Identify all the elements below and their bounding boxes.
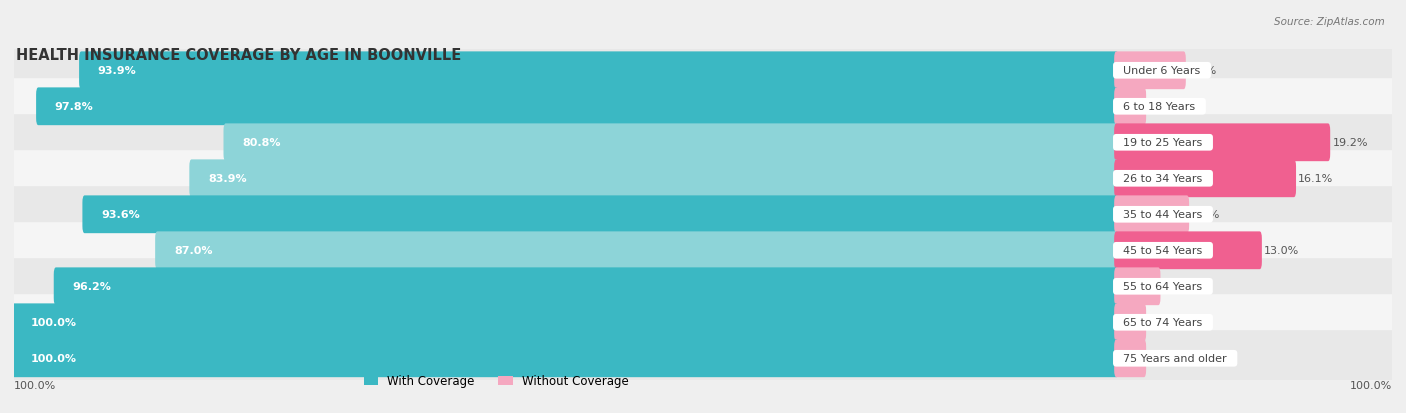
FancyBboxPatch shape (11, 304, 1119, 342)
FancyBboxPatch shape (6, 294, 1400, 351)
FancyBboxPatch shape (6, 151, 1400, 207)
Text: 6.4%: 6.4% (1191, 210, 1219, 220)
Text: 13.0%: 13.0% (1264, 246, 1299, 256)
Text: 35 to 44 Years: 35 to 44 Years (1116, 210, 1209, 220)
FancyBboxPatch shape (83, 196, 1119, 234)
Text: 26 to 34 Years: 26 to 34 Years (1116, 174, 1209, 184)
Text: 6 to 18 Years: 6 to 18 Years (1116, 102, 1202, 112)
Text: 55 to 64 Years: 55 to 64 Years (1116, 282, 1209, 292)
FancyBboxPatch shape (6, 330, 1400, 387)
FancyBboxPatch shape (224, 124, 1119, 162)
Text: 19 to 25 Years: 19 to 25 Years (1116, 138, 1209, 148)
FancyBboxPatch shape (1114, 304, 1146, 342)
Text: 65 to 74 Years: 65 to 74 Years (1116, 318, 1209, 328)
FancyBboxPatch shape (11, 339, 1119, 377)
FancyBboxPatch shape (1114, 88, 1146, 126)
FancyBboxPatch shape (1114, 339, 1146, 377)
FancyBboxPatch shape (37, 88, 1119, 126)
FancyBboxPatch shape (1114, 232, 1261, 270)
Text: 45 to 54 Years: 45 to 54 Years (1116, 246, 1209, 256)
Text: 0.0%: 0.0% (1149, 318, 1177, 328)
FancyBboxPatch shape (1114, 268, 1160, 306)
FancyBboxPatch shape (1114, 196, 1189, 234)
Text: 100.0%: 100.0% (14, 380, 56, 390)
FancyBboxPatch shape (53, 268, 1119, 306)
Legend: With Coverage, Without Coverage: With Coverage, Without Coverage (364, 374, 628, 387)
Text: Source: ZipAtlas.com: Source: ZipAtlas.com (1274, 17, 1385, 26)
Text: 100.0%: 100.0% (1350, 380, 1392, 390)
Text: 93.6%: 93.6% (101, 210, 139, 220)
Text: 75 Years and older: 75 Years and older (1116, 354, 1234, 363)
FancyBboxPatch shape (6, 115, 1400, 171)
FancyBboxPatch shape (6, 43, 1400, 99)
FancyBboxPatch shape (79, 52, 1119, 90)
FancyBboxPatch shape (6, 79, 1400, 135)
Text: 3.8%: 3.8% (1163, 282, 1191, 292)
Text: 93.9%: 93.9% (98, 66, 136, 76)
Text: 87.0%: 87.0% (174, 246, 212, 256)
FancyBboxPatch shape (155, 232, 1119, 270)
Text: 96.2%: 96.2% (73, 282, 111, 292)
FancyBboxPatch shape (6, 187, 1400, 243)
Text: 19.2%: 19.2% (1333, 138, 1368, 148)
Text: 100.0%: 100.0% (31, 318, 76, 328)
FancyBboxPatch shape (1114, 52, 1185, 90)
Text: 16.1%: 16.1% (1298, 174, 1333, 184)
Text: 80.8%: 80.8% (242, 138, 281, 148)
FancyBboxPatch shape (6, 223, 1400, 279)
FancyBboxPatch shape (1114, 124, 1330, 162)
Text: 0.0%: 0.0% (1149, 354, 1177, 363)
Text: Under 6 Years: Under 6 Years (1116, 66, 1208, 76)
Text: 2.2%: 2.2% (1149, 102, 1177, 112)
Text: 83.9%: 83.9% (208, 174, 246, 184)
Text: 100.0%: 100.0% (31, 354, 76, 363)
FancyBboxPatch shape (1114, 160, 1296, 198)
FancyBboxPatch shape (190, 160, 1119, 198)
Text: HEALTH INSURANCE COVERAGE BY AGE IN BOONVILLE: HEALTH INSURANCE COVERAGE BY AGE IN BOON… (17, 48, 461, 63)
Text: 97.8%: 97.8% (55, 102, 94, 112)
FancyBboxPatch shape (6, 259, 1400, 315)
Text: 6.1%: 6.1% (1188, 66, 1216, 76)
